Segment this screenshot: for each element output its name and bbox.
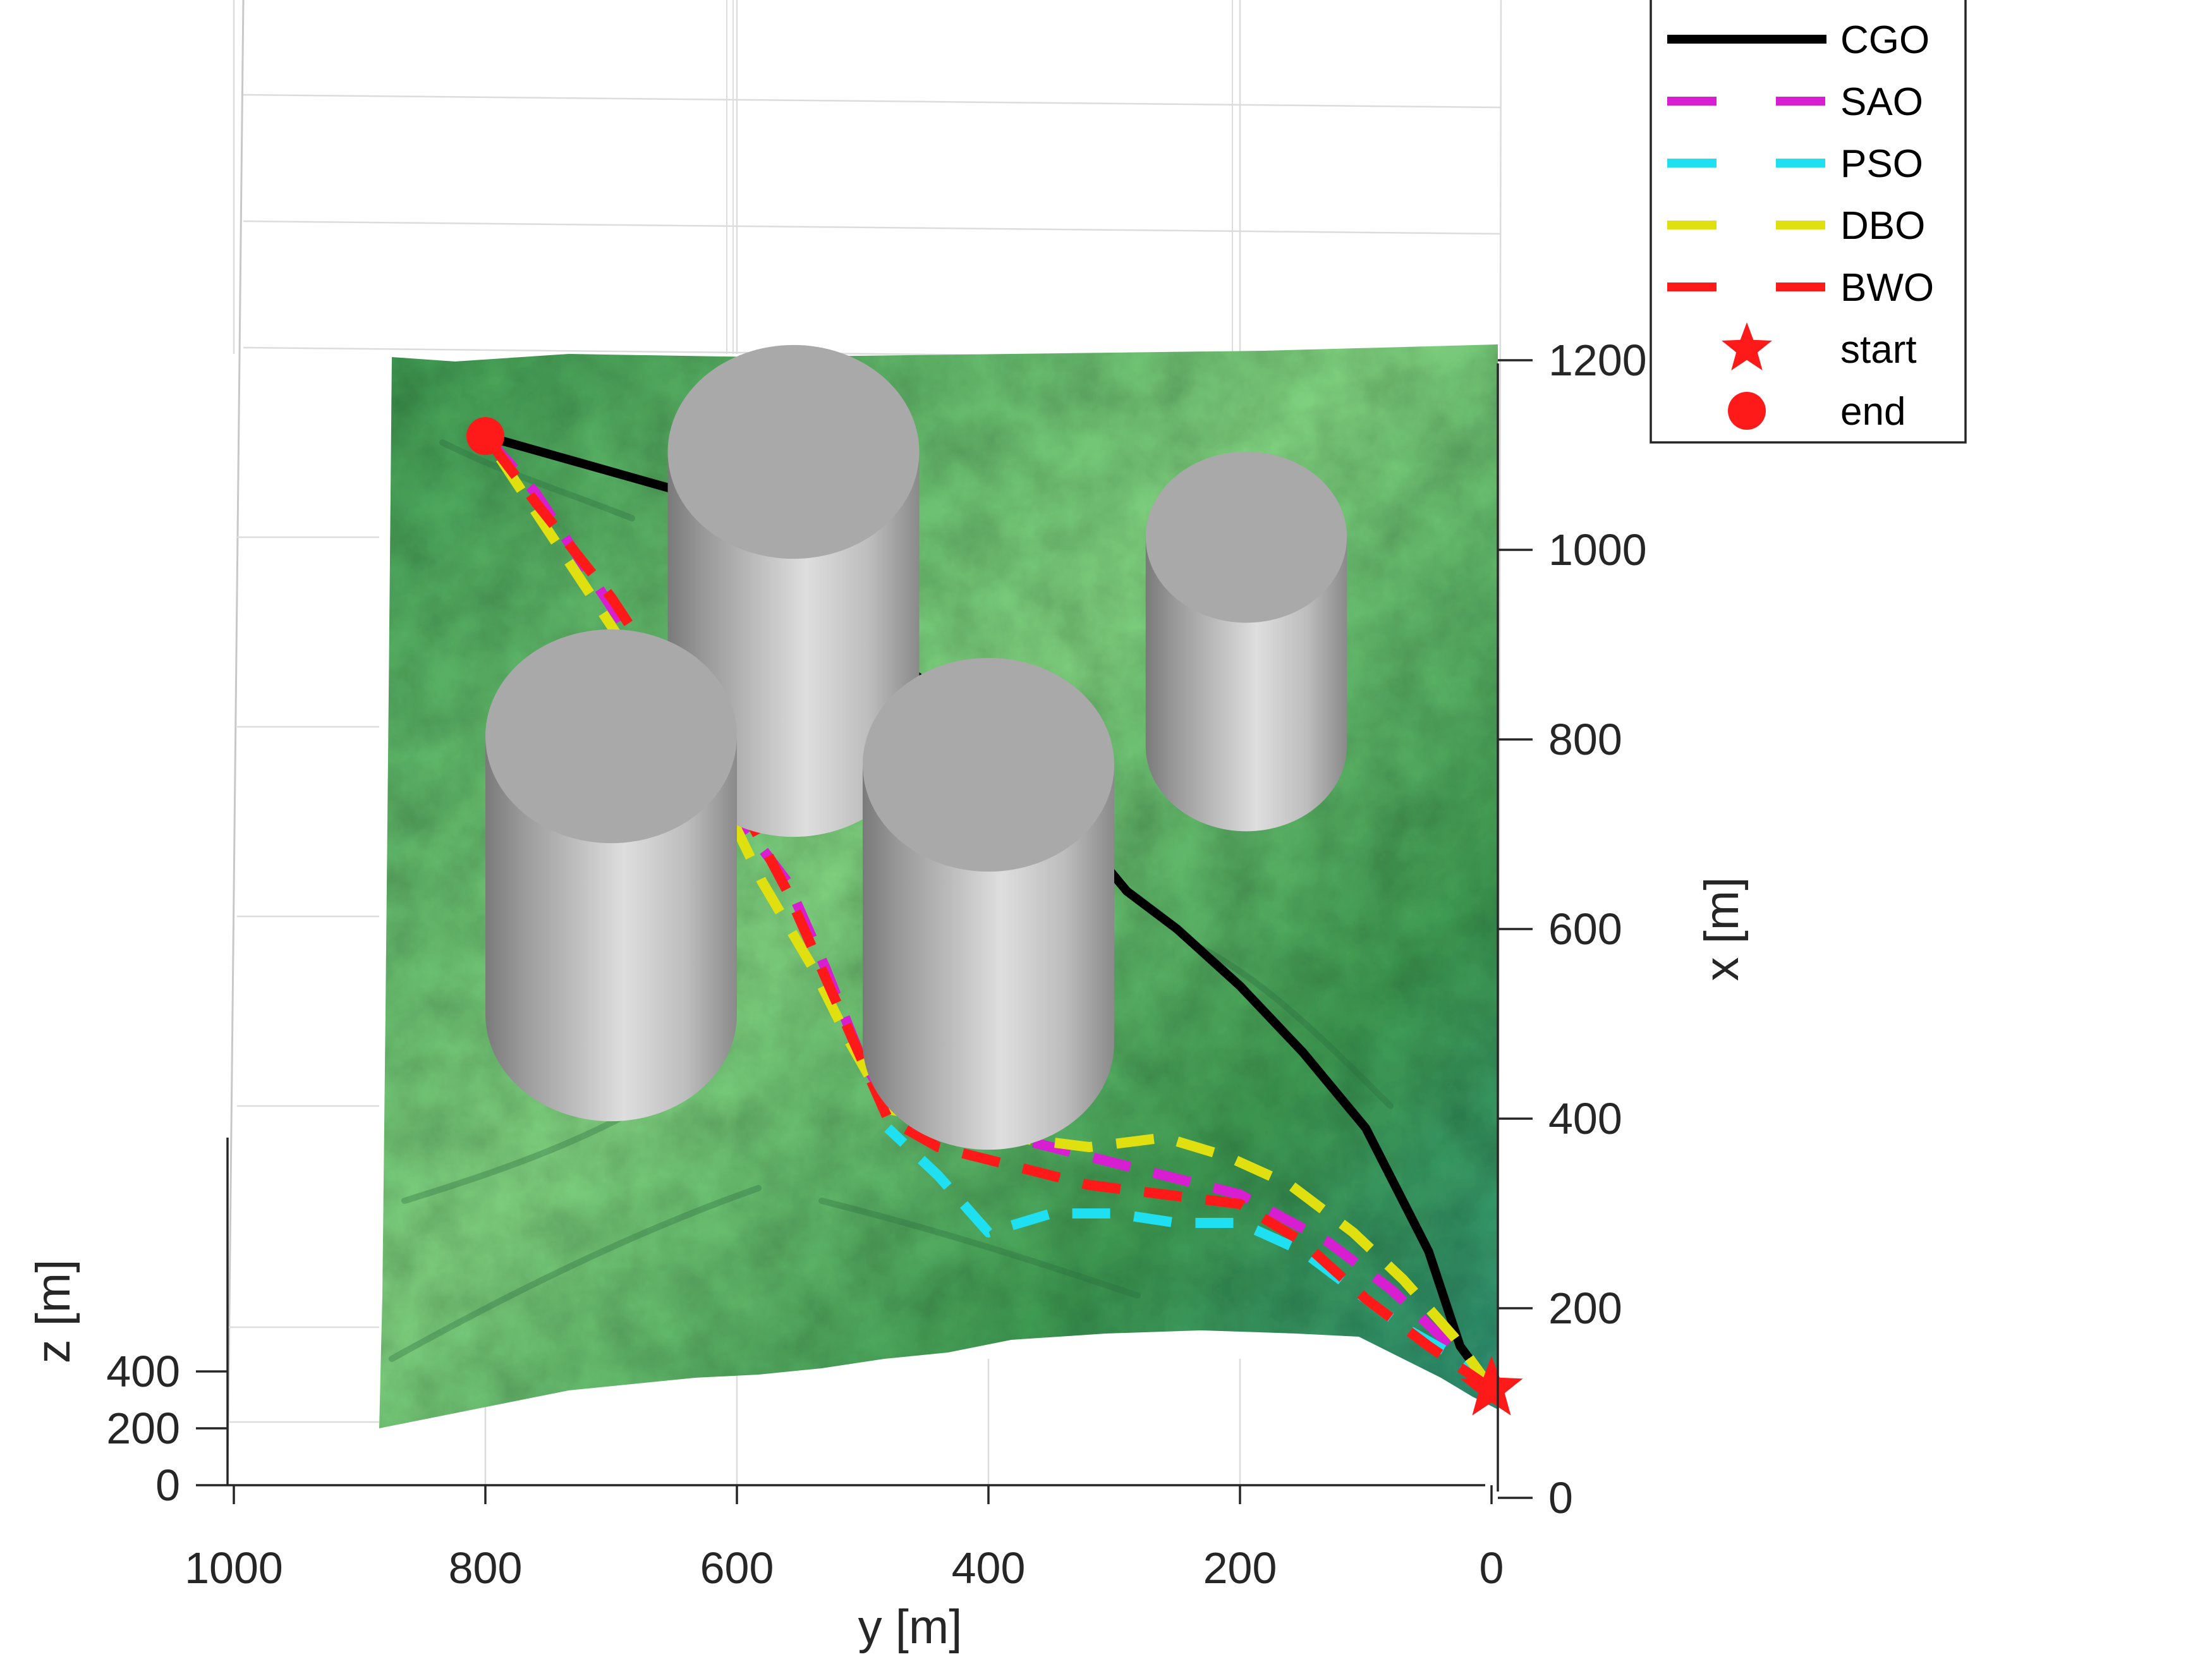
- legend-label: CGO: [1840, 18, 1929, 62]
- start-marker: [1460, 1356, 1523, 1416]
- x-tick-label: 400: [1548, 1094, 1622, 1143]
- x-tick-label: 1000: [1548, 525, 1647, 574]
- legend-star-icon: [1722, 322, 1772, 370]
- obstacle-2: [485, 629, 737, 1122]
- legend-entry-sao: SAO: [1667, 80, 1923, 124]
- legend-label: DBO: [1840, 204, 1925, 248]
- y-tick-label: 600: [700, 1543, 774, 1593]
- legend-label: BWO: [1840, 266, 1934, 310]
- x-tick-label: 200: [1548, 1284, 1622, 1333]
- x-axis-label: x [m]: [1695, 877, 1749, 981]
- z-tick-label: 0: [155, 1461, 180, 1510]
- z-tick-label: 200: [106, 1404, 180, 1453]
- obstacle-3: [863, 657, 1114, 1150]
- legend-entry-cgo: CGO: [1667, 18, 1929, 62]
- axes: 1000 800 600 400 200 002004006008001000120002…: [106, 336, 1647, 1593]
- cylinder-obstacles: [485, 344, 1347, 1150]
- y-tick-label: 800: [449, 1543, 523, 1593]
- obstacle-4: [1145, 451, 1347, 832]
- legend-entry-pso: PSO: [1667, 142, 1923, 186]
- start-end-markers: [466, 417, 1523, 1416]
- y-axis-label: y [m]: [858, 1600, 963, 1654]
- legend-entry-end: end: [1728, 390, 1905, 434]
- background-grid: [226, 0, 1502, 1486]
- legend-entry-bwo: BWO: [1667, 266, 1934, 310]
- y-tick-label: 1000: [185, 1543, 283, 1593]
- end-marker: [466, 417, 504, 455]
- z-axis-label: z [m]: [27, 1260, 80, 1364]
- x-tick-label: 600: [1548, 904, 1622, 954]
- x-tick-label: 0: [1548, 1473, 1573, 1522]
- legend-label: start: [1840, 328, 1917, 372]
- legend-label: SAO: [1840, 80, 1923, 124]
- legend-label: end: [1840, 390, 1905, 434]
- legend-entry-start: start: [1722, 322, 1917, 372]
- y-tick-label: 0: [1480, 1543, 1504, 1593]
- legend-circle-icon: [1728, 392, 1766, 430]
- x-tick-label: 1200: [1548, 336, 1647, 385]
- path-bwo: [481, 433, 1495, 1394]
- y-tick-label: 200: [1203, 1543, 1277, 1593]
- z-tick-label: 400: [106, 1347, 180, 1396]
- legend-label: PSO: [1840, 142, 1923, 186]
- x-tick-label: 800: [1548, 715, 1622, 764]
- legend-entry-dbo: DBO: [1667, 204, 1925, 248]
- y-tick-label: 400: [952, 1543, 1026, 1593]
- path-dbo: [481, 433, 1496, 1392]
- legend: CGO SAO PSO DBO BWO start end: [1650, 0, 1967, 444]
